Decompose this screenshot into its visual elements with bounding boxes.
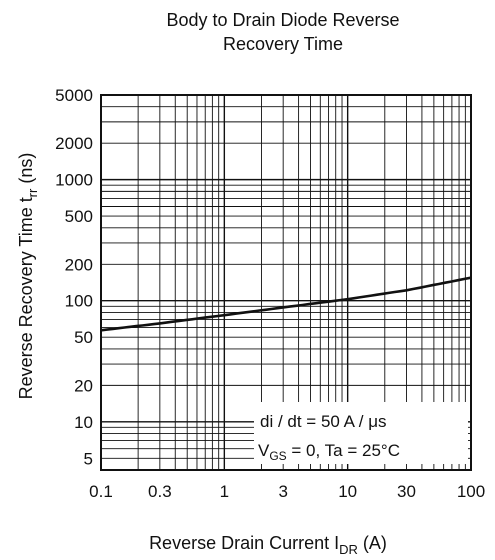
- y-tick-label: 50: [74, 328, 93, 347]
- y-axis-label-sub: rr: [25, 188, 40, 197]
- annotation-box: di / dt = 50 A / μs VGS = 0, Ta = 25°C: [254, 402, 468, 464]
- x-axis-label-sub: DR: [339, 542, 358, 557]
- y-tick-label: 1000: [55, 171, 93, 190]
- y-axis-label-unit: (ns): [16, 153, 36, 189]
- chart-title-line-1: Body to Drain Diode Reverse: [166, 10, 399, 30]
- y-tick-label: 5000: [55, 86, 93, 105]
- y-axis-label: Reverse Recovery Time trr (ns): [16, 153, 40, 400]
- y-tick-label: 500: [65, 207, 93, 226]
- y-tick-label: 10: [74, 413, 93, 432]
- svg-text:Reverse Drain Current IDR (A: Reverse Drain Current IDR (A): [149, 533, 387, 557]
- annotation-background: [254, 402, 468, 464]
- x-axis-label-main: Reverse Drain Current I: [149, 533, 339, 553]
- x-tick-label: 3: [278, 482, 287, 501]
- chart-title-line-2: Recovery Time: [223, 34, 343, 54]
- x-tick-labels: 0.1 0.3 1 3 10 30 100: [89, 482, 485, 501]
- annotation-didt: di / dt = 50 A / μs: [260, 412, 387, 431]
- y-tick-label: 2000: [55, 134, 93, 153]
- x-tick-label: 0.1: [89, 482, 113, 501]
- x-tick-label: 1: [220, 482, 229, 501]
- curve-layer: [100, 276, 472, 332]
- y-tick-label: 20: [74, 376, 93, 395]
- series-line: [100, 276, 472, 332]
- x-tick-label: 0.3: [148, 482, 172, 501]
- x-tick-label: 100: [457, 482, 485, 501]
- y-tick-labels: 5 10 20 50 100 200 500 1000 2000 5000: [55, 86, 93, 468]
- y-tick-label: 200: [65, 255, 93, 274]
- chart-title: Body to Drain Diode Reverse Recovery Tim…: [166, 10, 399, 54]
- annotation-rest: = 0, Ta = 25°C: [287, 441, 400, 460]
- x-tick-label: 10: [338, 482, 357, 501]
- annotation-v-sub: GS: [269, 449, 286, 463]
- plot-frame: [100, 94, 472, 471]
- y-axis-label-main: Reverse Recovery Time t: [16, 197, 36, 399]
- annotation-v: V: [258, 441, 270, 460]
- svg-text:Reverse Recovery Time trr (n: Reverse Recovery Time trr (ns): [16, 153, 40, 400]
- y-tick-label: 5: [84, 449, 93, 468]
- x-axis-label-unit: (A): [358, 533, 387, 553]
- annotation-conditions: VGS = 0, Ta = 25°C: [258, 441, 400, 463]
- y-tick-label: 100: [65, 292, 93, 311]
- x-tick-label: 30: [397, 482, 416, 501]
- x-axis-label: Reverse Drain Current IDR (A): [149, 533, 387, 557]
